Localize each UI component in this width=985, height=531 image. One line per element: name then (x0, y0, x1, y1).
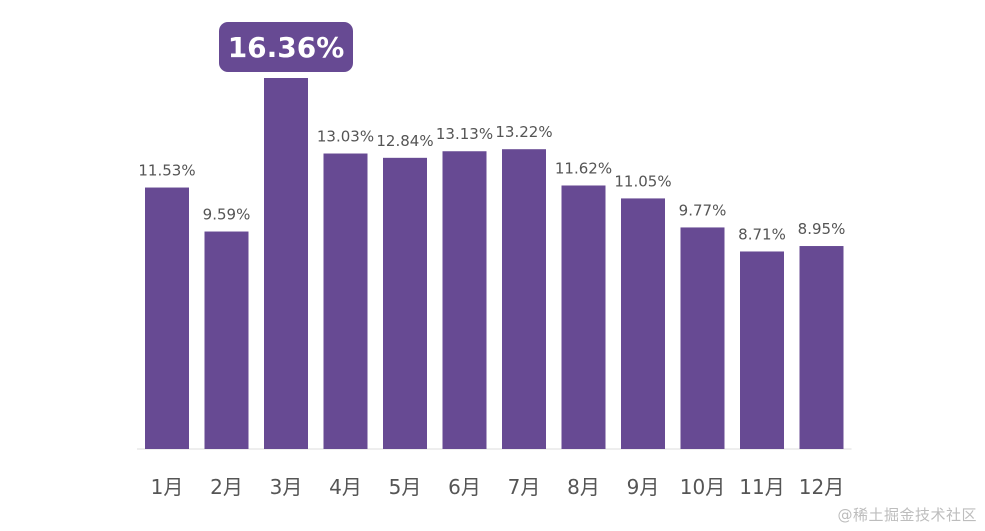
tick-label-8: 8月 (567, 475, 600, 499)
value-label-11: 8.71% (738, 225, 786, 243)
value-label-5: 12.84% (376, 132, 433, 150)
bar-4 (323, 153, 368, 450)
tick-label-6: 6月 (448, 475, 481, 499)
highlight-label-box (219, 22, 353, 72)
bar-1 (145, 187, 189, 449)
bar-10 (680, 227, 725, 449)
tick-label-10: 10月 (680, 475, 725, 499)
bar-5 (383, 157, 427, 449)
value-label-4: 13.03% (317, 128, 374, 146)
tick-label-12: 12月 (799, 475, 844, 499)
bar-12 (799, 246, 844, 449)
tick-label-group: 1月 2月 3月 4月 5月 6月 7月 8月 9月 10月 11月 12月 (151, 475, 845, 499)
bar-6 (442, 151, 487, 449)
bar-8 (561, 185, 606, 449)
bar-11 (740, 251, 784, 449)
value-label-10: 9.77% (679, 201, 727, 219)
tick-label-2: 2月 (210, 475, 243, 499)
value-label-8: 11.62% (555, 159, 612, 177)
bar-3 (264, 78, 308, 449)
tick-label-11: 11月 (739, 475, 784, 499)
value-label-group: 11.53% 9.59% 16.36% 13.03% 12.84% 13.13% 13.22… (138, 22, 845, 243)
bar-9 (621, 198, 665, 449)
tick-label-1: 1月 (151, 475, 184, 499)
value-label-9: 11.05% (614, 172, 671, 190)
bar-group (145, 78, 844, 450)
value-label-1: 11.53% (138, 162, 195, 180)
tick-label-4: 4月 (329, 475, 362, 499)
bar-2 (204, 231, 249, 449)
value-label-12: 8.95% (798, 220, 846, 238)
watermark-text: @稀土掘金技术社区 (837, 506, 977, 524)
value-label-3: 16.36% (228, 31, 345, 64)
value-label-6: 13.13% (436, 125, 493, 143)
bar-7 (502, 149, 546, 449)
tick-label-3: 3月 (270, 475, 303, 499)
value-label-2: 9.59% (203, 206, 251, 224)
value-label-7: 13.22% (495, 123, 552, 141)
tick-label-7: 7月 (508, 475, 541, 499)
tick-label-9: 9月 (627, 475, 660, 499)
tick-label-5: 5月 (389, 475, 422, 499)
